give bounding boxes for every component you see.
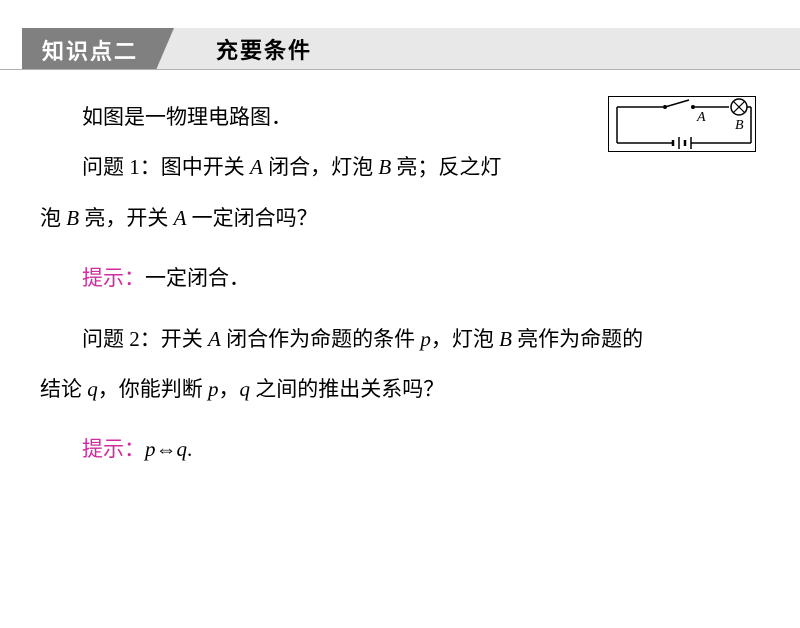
q2l2-mid2: ， [219,377,240,401]
q2-mid2: ，灯泡 [431,327,499,351]
q2-var-a: A [208,327,221,351]
q2l2-prefix: 结论 [40,377,87,401]
q1-var-b1: B [378,155,391,179]
q2-var-q2: q [240,377,251,401]
q2l2-suffix: 之间的推出关系吗？ [250,377,444,401]
q2-mid1: 闭合作为命题的条件 [221,327,421,351]
hint2-label: 提示： [82,437,145,461]
hint2-q: q [177,437,188,461]
hint1-text: 一定闭合． [145,266,250,290]
q2-prefix: 问题 2：开关 [82,327,208,351]
hint1-label: 提示： [82,266,145,290]
q2-var-q: q [87,377,98,401]
q1-prefix: 问题 1：图中开关 [82,155,250,179]
hint-2: 提示：p⇔q. [40,424,760,474]
hint2-p: p [145,437,156,461]
question-2-line2: 结论 q，你能判断 p，q 之间的推出关系吗？ [40,364,760,414]
circuit-diagram: A B [608,96,756,152]
q1l2-prefix: 泡 [40,206,66,230]
q2-var-b: B [499,327,512,351]
q1l2-mid: 亮，开关 [79,206,174,230]
circuit-label-b: B [735,118,744,133]
q1-var-b2: B [66,206,79,230]
content-body: A B 如图是一物理电路图． 问题 1：图中开关 A 闭合，灯泡 B 亮；反之灯… [0,70,800,475]
q1-var-a2: A [174,206,187,230]
section-tab: 知识点二 [22,28,156,69]
section-title: 充要条件 [156,28,800,69]
hint2-iff: ⇔ [156,437,177,461]
q1-var-a: A [250,155,263,179]
hint-1: 提示：一定闭合． [40,253,760,303]
question-1-line2: 泡 B 亮，开关 A 一定闭合吗？ [40,193,760,243]
circuit-label-a: A [696,110,706,125]
q1l2-suffix: 一定闭合吗？ [186,206,317,230]
q2-var-p2: p [208,377,219,401]
hint2-period: . [187,437,192,461]
q1-mid1: 闭合，灯泡 [263,155,379,179]
q1-mid2: 亮；反之灯 [391,155,501,179]
section-header: 知识点二 充要条件 [0,28,800,70]
q2l2-mid: ，你能判断 [98,377,208,401]
q2-mid3: 亮作为命题的 [512,327,643,351]
question-2-line1: 问题 2：开关 A 闭合作为命题的条件 p，灯泡 B 亮作为命题的 [40,314,760,364]
q2-var-p: p [420,327,431,351]
